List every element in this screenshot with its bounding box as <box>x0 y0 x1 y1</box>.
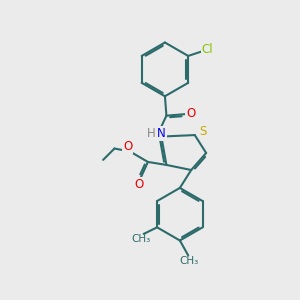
Text: CH₃: CH₃ <box>179 256 199 266</box>
Text: O: O <box>123 140 133 153</box>
Text: N: N <box>157 127 166 140</box>
Text: CH₃: CH₃ <box>131 234 150 244</box>
Text: O: O <box>186 107 196 120</box>
Text: O: O <box>134 178 144 191</box>
Text: S: S <box>200 125 207 138</box>
Text: H: H <box>147 127 156 140</box>
Text: Cl: Cl <box>202 43 213 56</box>
